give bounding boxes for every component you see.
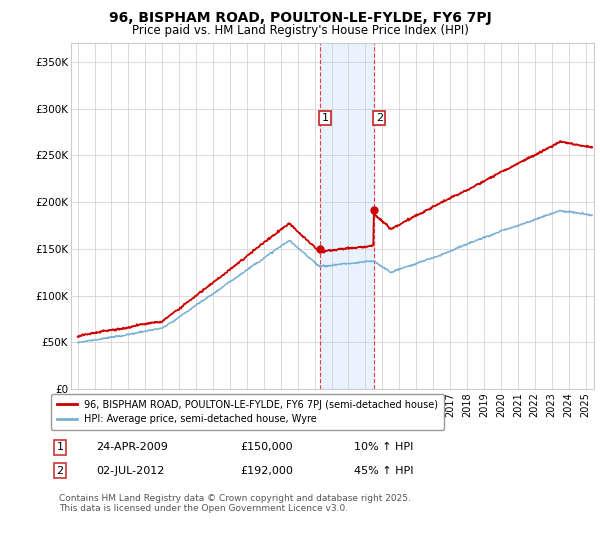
Text: 2: 2 bbox=[56, 466, 64, 476]
Text: Price paid vs. HM Land Registry's House Price Index (HPI): Price paid vs. HM Land Registry's House … bbox=[131, 24, 469, 37]
Text: 10% ↑ HPI: 10% ↑ HPI bbox=[354, 442, 413, 452]
Text: £150,000: £150,000 bbox=[240, 442, 293, 452]
Bar bbox=[320, 43, 374, 389]
Text: 1: 1 bbox=[322, 113, 329, 123]
Text: 2: 2 bbox=[376, 113, 383, 123]
Text: 1: 1 bbox=[56, 442, 64, 452]
Text: 24-APR-2009: 24-APR-2009 bbox=[96, 442, 168, 452]
Text: Contains HM Land Registry data © Crown copyright and database right 2025.
This d: Contains HM Land Registry data © Crown c… bbox=[59, 494, 410, 514]
Text: 02-JUL-2012: 02-JUL-2012 bbox=[96, 466, 164, 476]
Legend: 96, BISPHAM ROAD, POULTON-LE-FYLDE, FY6 7PJ (semi-detached house), HPI: Average : 96, BISPHAM ROAD, POULTON-LE-FYLDE, FY6 … bbox=[52, 394, 444, 430]
Text: £192,000: £192,000 bbox=[240, 466, 293, 476]
Text: 96, BISPHAM ROAD, POULTON-LE-FYLDE, FY6 7PJ: 96, BISPHAM ROAD, POULTON-LE-FYLDE, FY6 … bbox=[109, 11, 491, 25]
Text: 45% ↑ HPI: 45% ↑ HPI bbox=[354, 466, 413, 476]
